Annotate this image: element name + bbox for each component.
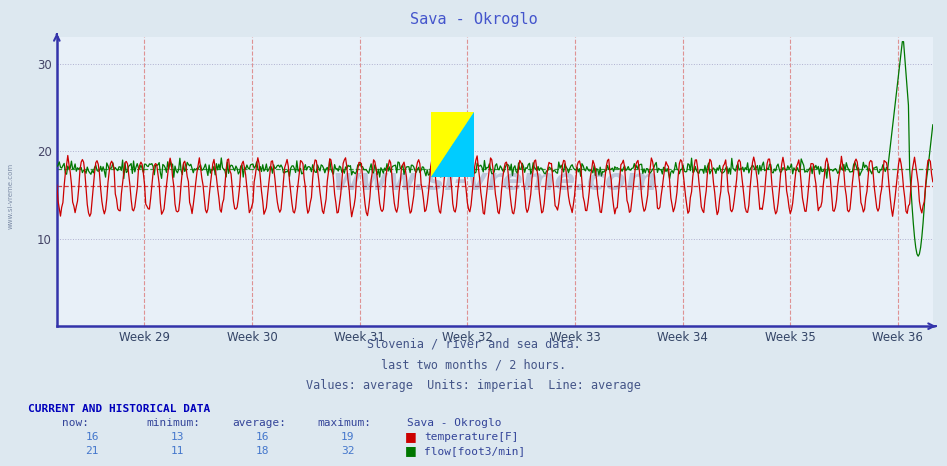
- Text: Slovenia / river and sea data.: Slovenia / river and sea data.: [366, 337, 581, 350]
- Text: minimum:: minimum:: [147, 418, 201, 428]
- Text: Values: average  Units: imperial  Line: average: Values: average Units: imperial Line: av…: [306, 379, 641, 392]
- Text: 32: 32: [341, 446, 354, 456]
- Text: www.si-vreme.com: www.si-vreme.com: [8, 163, 13, 229]
- Text: CURRENT AND HISTORICAL DATA: CURRENT AND HISTORICAL DATA: [28, 404, 210, 414]
- Text: 13: 13: [170, 432, 184, 442]
- Bar: [431, 144, 453, 177]
- Text: 16: 16: [256, 432, 269, 442]
- Text: average:: average:: [232, 418, 286, 428]
- Text: 11: 11: [170, 446, 184, 456]
- Text: flow[foot3/min]: flow[foot3/min]: [424, 446, 526, 456]
- Text: last two months / 2 hours.: last two months / 2 hours.: [381, 358, 566, 371]
- Text: 21: 21: [85, 446, 98, 456]
- Text: 18: 18: [256, 446, 269, 456]
- Polygon shape: [431, 112, 474, 177]
- Text: Sava - Okroglo: Sava - Okroglo: [407, 418, 502, 428]
- Polygon shape: [431, 112, 474, 177]
- Text: maximum:: maximum:: [317, 418, 371, 428]
- Text: ■: ■: [405, 431, 417, 443]
- Text: Sava - Okroglo: Sava - Okroglo: [410, 12, 537, 27]
- Text: ■: ■: [405, 445, 417, 457]
- Text: temperature[F]: temperature[F]: [424, 432, 519, 442]
- Text: 16: 16: [85, 432, 98, 442]
- Text: 19: 19: [341, 432, 354, 442]
- Text: www.si-vreme.com: www.si-vreme.com: [332, 167, 657, 196]
- Text: now:: now:: [62, 418, 89, 428]
- Bar: [453, 144, 474, 177]
